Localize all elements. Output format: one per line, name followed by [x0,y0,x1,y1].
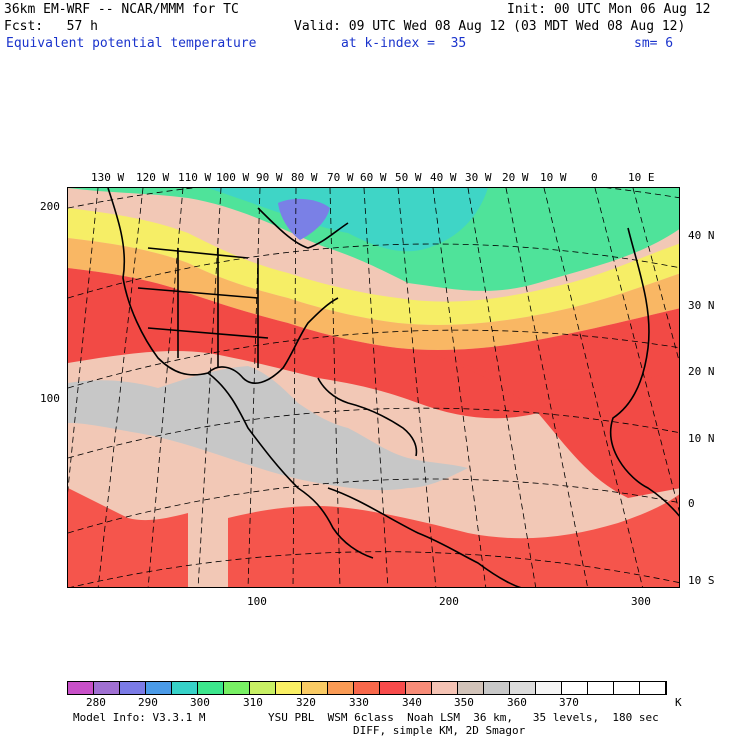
colorbar-swatch [432,682,458,694]
lat-label: 10 S [688,574,715,587]
field-orange-band [68,238,679,350]
colorbar-swatch [198,682,224,694]
lat-label: 10 N [688,432,715,445]
colorbar-swatch [224,682,250,694]
colorbar-swatch [562,682,588,694]
colorbar [67,681,667,695]
smoothing-info: sm= 6 [634,36,674,51]
theta-e-map [67,187,680,588]
lat-label: 30 N [688,299,715,312]
valid-time: Valid: 09 UTC Wed 08 Aug 12 (03 MDT Wed … [294,19,686,34]
field-cold-core [278,198,330,240]
colorbar-label: 370 [559,696,579,709]
colorbar-swatch [380,682,406,694]
grid-label: 100 [40,392,60,405]
colorbar-label: 340 [402,696,422,709]
grid-label: 200 [439,595,459,608]
lon-label: 40 W [430,171,457,184]
lon-label: 0 [591,171,598,184]
colorbar-swatch [484,682,510,694]
field-name: Equivalent potential temperature [6,36,257,51]
colorbar-swatch [354,682,380,694]
field-grey-gulf [68,366,468,491]
lat-label: 0 [688,497,695,510]
colorbar-label: 320 [296,696,316,709]
colorbar-swatch [328,682,354,694]
grid-label: 300 [631,595,651,608]
colorbar-swatch [614,682,640,694]
colorbar-swatch [250,682,276,694]
colorbar-swatch [302,682,328,694]
colorbar-swatch [276,682,302,694]
field-cool-teal [208,188,488,252]
lon-label: 10 E [628,171,655,184]
colorbar-swatch [120,682,146,694]
model-info: Model Info: V3.3.1 M [73,711,206,724]
field-yellow-band [68,208,679,325]
lon-label: 60 W [360,171,387,184]
lon-label: 130 W [91,171,125,184]
colorbar-swatch [536,682,562,694]
map-canvas [68,188,679,587]
colorbar-label: 310 [243,696,263,709]
colorbar-unit: K [675,696,682,709]
colorbar-label: 280 [86,696,106,709]
colorbar-swatch [68,682,94,694]
colorbar-label: 350 [454,696,474,709]
grid-label: 200 [40,200,60,213]
lat-label: 40 N [688,229,715,242]
field-red-east-atlantic [398,348,679,498]
colorbar-swatch [510,682,536,694]
lon-label: 110 W [178,171,212,184]
lon-label: 120 W [136,171,170,184]
forecast-hour: Fcst: 57 h [4,19,98,34]
colorbar-swatch [588,682,614,694]
field-red-band [68,268,679,419]
colorbar-label: 360 [507,696,527,709]
colorbar-label: 290 [138,696,158,709]
lon-label: 20 W [502,171,529,184]
init-time: Init: 00 UTC Mon 06 Aug 12 [507,2,711,17]
field-red-west [68,488,188,587]
colorbar-swatch [94,682,120,694]
lon-label: 50 W [395,171,422,184]
colorbar-swatch [640,682,666,694]
model-title: 36km EM-WRF -- NCAR/MMM for TC [4,2,239,17]
diffusion-info: DIFF, simple KM, 2D Smagor [353,724,526,737]
colorbar-label: 300 [190,696,210,709]
colorbar-swatch [406,682,432,694]
colorbar-swatch [146,682,172,694]
physics-info: YSU PBL WSM 6class Noah LSM 36 km, 35 le… [268,711,659,724]
colorbar-label: 330 [349,696,369,709]
coastlines [107,188,679,587]
level-info: at k-index = 35 [341,36,467,51]
lon-label: 90 W [256,171,283,184]
lat-label: 20 N [688,365,715,378]
lon-label: 10 W [540,171,567,184]
colorbar-swatch [172,682,198,694]
lon-label: 70 W [327,171,354,184]
lon-label: 100 W [216,171,250,184]
graticule [68,188,679,587]
lon-label: 80 W [291,171,318,184]
grid-label: 100 [247,595,267,608]
lon-label: 30 W [465,171,492,184]
colorbar-swatch [458,682,484,694]
